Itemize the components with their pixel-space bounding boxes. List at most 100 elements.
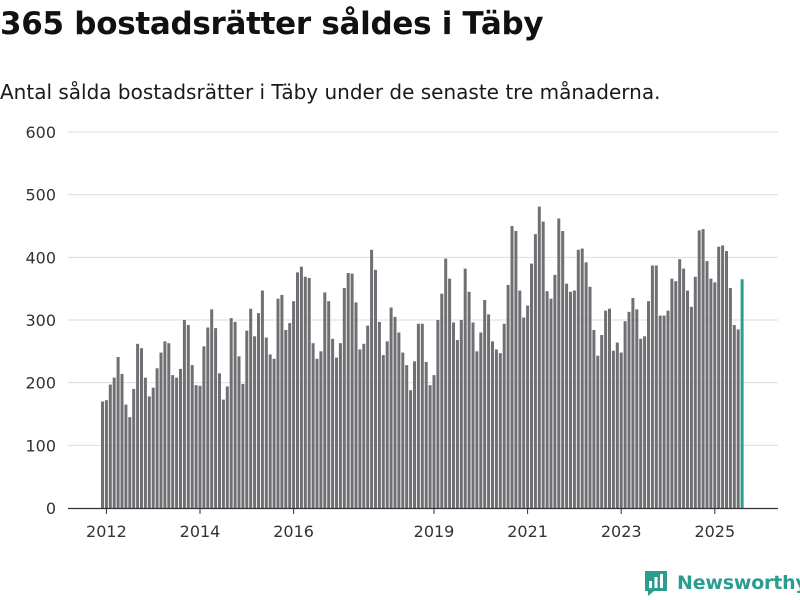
bar[interactable]	[409, 390, 413, 508]
bar[interactable]	[561, 231, 565, 508]
bar[interactable]	[389, 307, 393, 508]
bar[interactable]	[292, 301, 296, 508]
bar[interactable]	[225, 386, 229, 508]
bar[interactable]	[502, 323, 506, 508]
bar[interactable]	[307, 278, 311, 508]
bar[interactable]	[101, 401, 104, 508]
bar[interactable]	[448, 278, 452, 508]
bar[interactable]	[214, 328, 218, 508]
bar[interactable]	[120, 373, 124, 508]
bar[interactable]	[452, 322, 455, 508]
bar[interactable]	[725, 251, 728, 509]
bar[interactable]	[241, 383, 245, 508]
bar[interactable]	[541, 221, 545, 508]
bar[interactable]	[678, 259, 682, 508]
bar[interactable]	[167, 343, 171, 508]
bar[interactable]	[202, 346, 206, 508]
bar[interactable]	[666, 310, 670, 508]
bar[interactable]	[210, 309, 214, 508]
bar[interactable]	[428, 385, 432, 508]
bar[interactable]	[686, 290, 689, 508]
bar[interactable]	[358, 349, 362, 508]
bar[interactable]	[697, 230, 701, 509]
bar[interactable]	[338, 343, 342, 508]
bar[interactable]	[288, 323, 292, 508]
bar[interactable]	[635, 309, 639, 508]
bar[interactable]	[374, 269, 377, 508]
bar[interactable]	[498, 353, 502, 508]
bar[interactable]	[639, 338, 643, 508]
bar[interactable]	[647, 301, 650, 508]
bar[interactable]	[179, 368, 182, 508]
bar[interactable]	[299, 266, 303, 508]
bar[interactable]	[565, 283, 569, 508]
bar[interactable]	[510, 226, 514, 508]
bar[interactable]	[140, 348, 143, 508]
bar[interactable]	[335, 357, 338, 508]
bar[interactable]	[268, 354, 272, 508]
bar[interactable]	[366, 325, 370, 508]
bar[interactable]	[432, 375, 436, 508]
bar[interactable]	[455, 340, 459, 508]
bar[interactable]	[604, 310, 608, 508]
bar[interactable]	[674, 281, 678, 508]
bar[interactable]	[132, 388, 136, 508]
bar[interactable]	[717, 246, 721, 508]
bar[interactable]	[264, 337, 268, 508]
bar[interactable]	[526, 305, 530, 508]
bar[interactable]	[654, 265, 658, 508]
bar[interactable]	[280, 294, 284, 508]
bar[interactable]	[596, 355, 600, 508]
bar[interactable]	[619, 352, 623, 508]
bar[interactable]	[377, 321, 381, 508]
bar[interactable]	[631, 298, 635, 508]
newsworthy-logo[interactable]: Newsworthy	[643, 569, 800, 597]
bar[interactable]	[253, 336, 257, 508]
bar[interactable]	[124, 404, 128, 508]
bar[interactable]	[393, 316, 397, 508]
bar[interactable]	[721, 245, 725, 508]
bar[interactable]	[475, 351, 479, 508]
bar[interactable]	[537, 206, 541, 508]
bar[interactable]	[272, 358, 276, 508]
bar[interactable]	[319, 351, 323, 508]
bar[interactable]	[354, 302, 358, 508]
bar[interactable]	[483, 299, 487, 508]
bar[interactable]	[549, 298, 553, 508]
bar[interactable]	[553, 274, 557, 508]
bar[interactable]	[650, 265, 654, 508]
bar[interactable]	[245, 330, 249, 508]
bar[interactable]	[736, 329, 740, 508]
bar[interactable]	[444, 258, 448, 508]
bar[interactable]	[342, 288, 346, 508]
bar[interactable]	[257, 313, 260, 508]
bar[interactable]	[611, 350, 615, 508]
bar[interactable]	[545, 291, 549, 508]
bar[interactable]	[323, 292, 327, 508]
bar[interactable]	[381, 355, 385, 508]
bar[interactable]	[108, 384, 112, 508]
bar[interactable]	[420, 323, 424, 508]
bar[interactable]	[186, 325, 190, 508]
bar[interactable]	[701, 229, 705, 508]
bar[interactable]	[530, 263, 533, 508]
bar[interactable]	[440, 293, 444, 508]
bar[interactable]	[327, 301, 331, 508]
bar[interactable]	[413, 361, 416, 508]
bar[interactable]	[670, 278, 674, 508]
bar[interactable]	[709, 278, 713, 508]
bar[interactable]	[693, 276, 697, 508]
bar[interactable]	[623, 321, 627, 508]
bar[interactable]	[424, 361, 428, 508]
bar[interactable]	[218, 373, 221, 508]
bar[interactable]	[487, 314, 491, 508]
bar[interactable]	[584, 262, 588, 508]
bar[interactable]	[514, 231, 518, 508]
bar[interactable]	[229, 318, 233, 508]
bar[interactable]	[362, 343, 366, 508]
bar[interactable]	[206, 327, 210, 508]
bar[interactable]	[182, 320, 186, 508]
bar[interactable]	[276, 298, 280, 508]
bar[interactable]	[643, 336, 647, 508]
bar[interactable]	[350, 273, 354, 508]
